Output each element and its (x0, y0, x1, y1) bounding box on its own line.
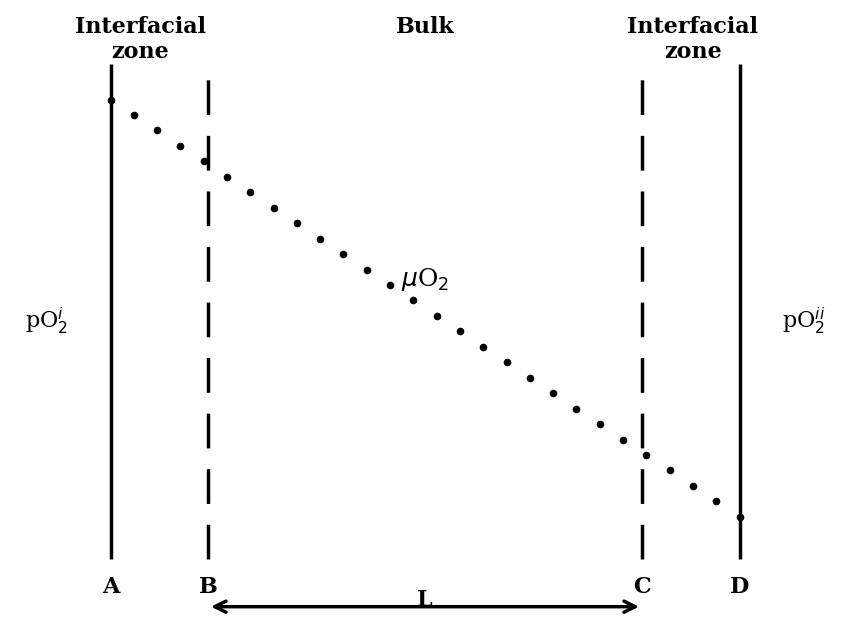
Text: Bulk: Bulk (395, 16, 455, 38)
Text: B: B (199, 577, 218, 598)
Text: $\mu$O$_2$: $\mu$O$_2$ (401, 266, 449, 293)
Text: C: C (633, 577, 650, 598)
Text: A: A (102, 577, 119, 598)
Text: pO$_2^{ii}$: pO$_2^{ii}$ (782, 306, 824, 336)
Text: pO$_2^i$: pO$_2^i$ (26, 306, 68, 336)
Text: Interfacial
zone: Interfacial zone (75, 16, 206, 64)
Text: L: L (417, 589, 433, 611)
Text: Interfacial
zone: Interfacial zone (627, 16, 758, 64)
Text: D: D (730, 577, 749, 598)
